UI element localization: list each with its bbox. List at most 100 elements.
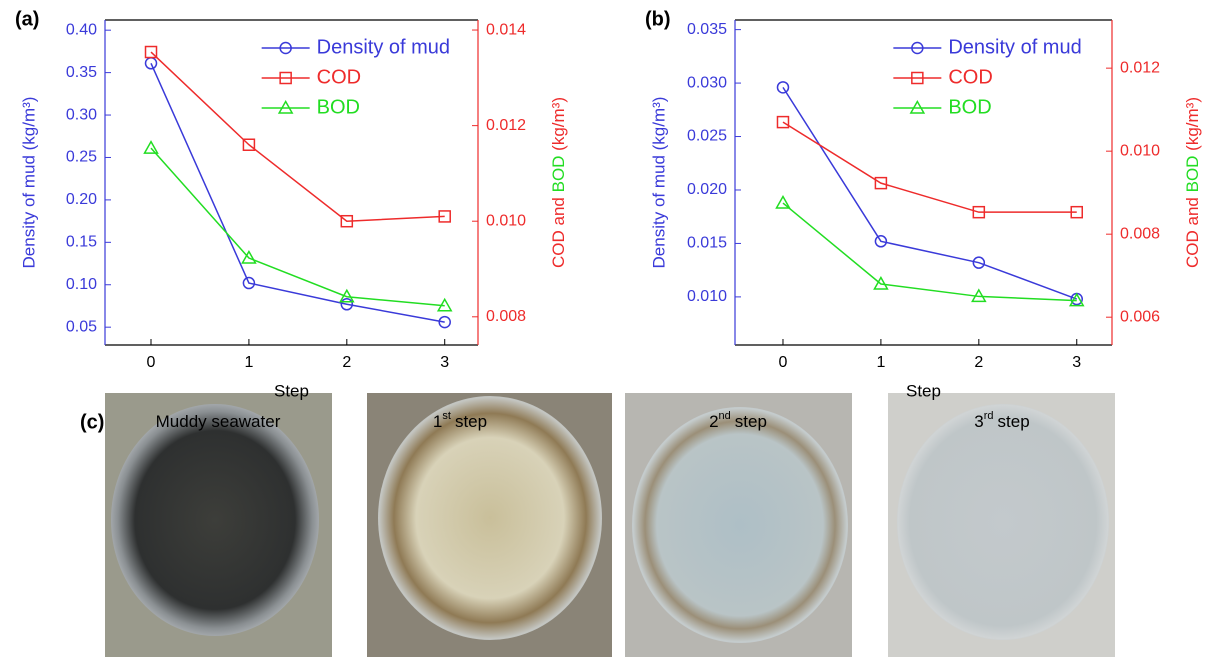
y2-axis-title-part: COD (549, 230, 568, 268)
y-tick-label: 0.35 (66, 64, 97, 81)
marker (340, 298, 354, 311)
y2-tick-label: 0.014 (486, 21, 526, 38)
series-line (150, 51, 445, 222)
caption-text: 2 (709, 412, 718, 431)
y-axis-title: Density of mud (kg/m³) (649, 97, 668, 269)
marker (242, 276, 256, 290)
y-tick-label: 0.40 (66, 21, 97, 38)
y-axis-title: Density of mud (kg/m³) (19, 97, 38, 269)
caption-sup: rd (984, 410, 994, 422)
photo-content (111, 404, 319, 636)
caption-text: step (998, 412, 1030, 431)
y-tick-label: 0.15 (66, 234, 97, 251)
legend-label: Density of mud (317, 36, 450, 58)
marker (143, 140, 159, 154)
y-tick-label: 0.25 (66, 149, 97, 166)
marker (776, 115, 790, 129)
photo-caption: 3rd step (974, 410, 1029, 432)
marker (971, 288, 987, 303)
series-line (150, 62, 445, 323)
photo-content (378, 396, 602, 640)
y2-tick-label: 0.010 (486, 212, 526, 229)
y2-axis-title-part: COD (1183, 230, 1202, 268)
caption-sup: nd (719, 410, 731, 422)
marker (874, 235, 888, 248)
y-tick-label: 0.10 (66, 276, 97, 293)
legend-label: Density of mud (948, 36, 1081, 58)
marker (279, 71, 292, 85)
photo-caption: 1st step (433, 410, 487, 432)
marker (436, 297, 453, 312)
marker (972, 205, 986, 219)
x-tick-label: 3 (1072, 354, 1081, 371)
series-line (150, 147, 445, 307)
caption-text: 3 (974, 412, 983, 431)
caption-sup: st (442, 410, 451, 422)
marker (339, 288, 355, 303)
x-tick-label: 1 (244, 354, 253, 371)
marker (438, 210, 451, 223)
series-line (782, 202, 1077, 302)
caption-text: step (455, 412, 487, 431)
marker (241, 249, 257, 264)
marker (911, 41, 924, 55)
y-tick-label: 0.020 (687, 181, 727, 198)
x-axis-title: Step (906, 381, 941, 400)
x-tick-label: 2 (974, 354, 983, 371)
marker (873, 275, 889, 290)
y2-axis-title-part: BOD (549, 156, 568, 193)
chart: (b) 0 1 2 3 0.010 0.015 0.020 0.025 0.030 0.035 0.0… (645, 8, 1202, 400)
legend-label: COD (948, 66, 992, 88)
x-tick-label: 1 (876, 354, 885, 371)
y-tick-label: 0.025 (687, 128, 727, 145)
y-tick-label: 0.015 (687, 235, 727, 252)
y2-tick-label: 0.008 (486, 308, 526, 325)
x-axis-title: Step (274, 381, 309, 400)
caption-text: step (735, 412, 767, 431)
caption-text: Muddy seawater (156, 412, 281, 431)
y2-axis-title-part: (kg/m³) (549, 97, 568, 156)
marker (776, 81, 790, 94)
photo-content (897, 404, 1109, 640)
y-tick-label: 0.030 (687, 74, 727, 91)
y-tick-label: 0.20 (66, 191, 97, 208)
y-tick-label: 0.010 (687, 288, 727, 305)
x-tick-label: 0 (779, 354, 788, 371)
caption-text: 1 (433, 412, 442, 431)
y2-axis-title-part: (kg/m³) (1183, 97, 1202, 156)
marker (909, 99, 926, 114)
panel-label: (c) (80, 411, 104, 433)
marker (340, 214, 354, 228)
y2-tick-label: 0.012 (486, 117, 526, 134)
y2-axis-title-part: BOD (1183, 156, 1202, 193)
legend-label: BOD (317, 96, 360, 118)
photo-content (632, 407, 848, 643)
marker (277, 99, 294, 114)
y-tick-label: 0.035 (687, 21, 727, 38)
marker (242, 138, 256, 151)
panel-label: (a) (15, 8, 39, 30)
x-tick-label: 2 (342, 354, 351, 371)
marker (1068, 292, 1085, 307)
panel-label: (b) (645, 8, 671, 30)
y2-tick-label: 0.010 (1120, 142, 1160, 159)
series-line (782, 86, 1078, 300)
x-tick-label: 0 (147, 354, 156, 371)
y2-axis-title: COD and BOD (kg/m³) (1183, 97, 1202, 268)
chart: (a) 0 1 2 3 0.05 0.10 0.15 0.20 0.25 0.30 0.35 0.40 0… (15, 8, 568, 400)
legend-label: COD (317, 66, 361, 88)
x-tick-label: 3 (440, 354, 449, 371)
marker (144, 45, 158, 59)
marker (279, 41, 292, 55)
legend-label: BOD (948, 96, 991, 118)
photo-panel: (c) Muddy seawater 1st step 2nd step 3rd step (80, 393, 1115, 657)
y2-tick-label: 0.006 (1120, 308, 1160, 325)
marker (1070, 205, 1083, 219)
series-line (782, 121, 1077, 213)
y-tick-label: 0.05 (66, 318, 97, 335)
y-tick-label: 0.30 (66, 106, 97, 123)
marker (438, 315, 451, 329)
photo-caption: Muddy seawater (156, 412, 281, 431)
marker (972, 256, 986, 269)
